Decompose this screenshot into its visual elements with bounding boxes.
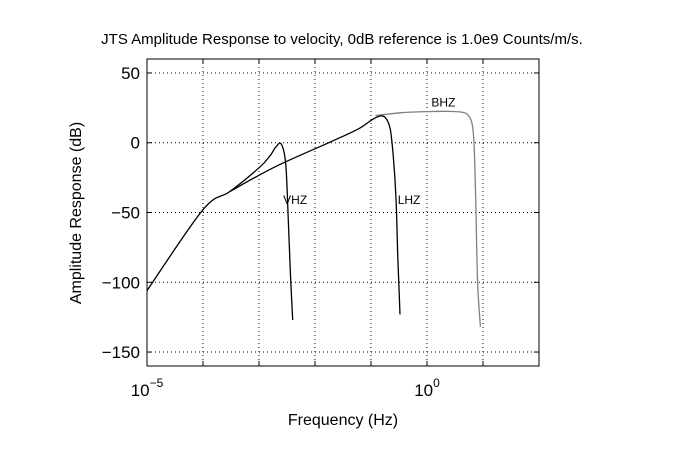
y-tick-label: −100 — [102, 273, 140, 292]
series-label-vhz: VHZ — [283, 193, 307, 207]
series-line-lhz — [229, 115, 401, 315]
series-label-bhz: BHZ — [431, 95, 455, 109]
x-tick-label: 100 — [414, 376, 440, 400]
series-line-vhz — [147, 142, 294, 320]
y-tick-label: −150 — [102, 343, 140, 362]
y-tick-label: −50 — [111, 204, 140, 223]
x-tick-label-base: 10 — [131, 381, 150, 400]
x-tick-label: 10−5 — [131, 376, 164, 400]
series-lines — [147, 110, 482, 327]
x-tick-label-base: 10 — [414, 381, 433, 400]
series-labels: BHZ LHZ VHZ — [283, 95, 455, 207]
series-line-bhz — [375, 110, 482, 327]
x-tick-label-exponent: −5 — [150, 376, 164, 390]
x-axis-label: Frequency (Hz) — [288, 412, 398, 429]
y-axis-label: Amplitude Response (dB) — [68, 122, 85, 304]
y-tick-label: 50 — [121, 64, 140, 83]
y-tick-label: 0 — [131, 134, 140, 153]
series-label-lhz: LHZ — [398, 193, 421, 207]
grid — [147, 59, 539, 366]
chart-title: JTS Amplitude Response to velocity, 0dB … — [101, 31, 583, 48]
x-tick-label-exponent: 0 — [433, 376, 440, 390]
